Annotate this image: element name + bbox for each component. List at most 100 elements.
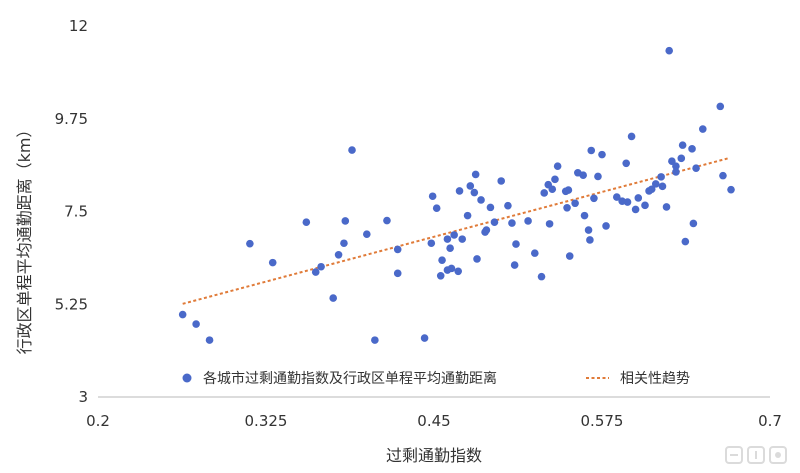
data-point (482, 226, 491, 234)
data-point (634, 194, 643, 202)
data-point (531, 249, 539, 257)
data-point (490, 218, 499, 227)
x-tick-label: 0.325 (245, 412, 288, 430)
data-point (563, 203, 571, 212)
data-point (268, 258, 277, 267)
data-point (631, 205, 640, 214)
data-point (537, 272, 546, 281)
legend: 各城市过剩通勤指数及行政区单程平均通勤距离 相关性趋势 (182, 370, 690, 387)
data-point (590, 194, 598, 203)
data-point (678, 141, 687, 149)
data-point (672, 162, 680, 170)
data-point (727, 185, 735, 194)
data-point (458, 235, 467, 243)
data-point (443, 235, 452, 243)
data-point (334, 250, 343, 259)
data-point (602, 222, 610, 230)
trend-line (182, 156, 730, 305)
data-point (657, 173, 665, 181)
data-point (341, 217, 350, 225)
data-point (363, 230, 371, 238)
data-point (192, 320, 200, 328)
data-point (553, 162, 562, 170)
data-point (432, 204, 441, 213)
data-point (672, 168, 680, 176)
data-point (587, 146, 596, 155)
data-point (662, 203, 671, 211)
data-point (688, 145, 696, 153)
data-point (393, 245, 402, 254)
data-point (598, 150, 606, 159)
y-tick-label: 7.5 (64, 203, 88, 221)
x-tick-label: 0.575 (581, 412, 624, 430)
data-point (719, 171, 727, 180)
data-point (641, 201, 649, 210)
data-point (594, 172, 602, 181)
data-point (340, 239, 348, 248)
data-point (497, 177, 506, 185)
data-point (565, 252, 574, 260)
trend-layer (182, 156, 730, 305)
data-point (420, 334, 429, 342)
data-point (579, 171, 587, 180)
data-point (681, 237, 690, 246)
data-point (463, 211, 472, 220)
legend-trend-label: 相关性趋势 (620, 371, 690, 387)
data-point (477, 196, 485, 204)
data-point (246, 239, 254, 248)
y-tick-label: 12 (69, 17, 88, 35)
y-tick-label: 5.25 (55, 295, 88, 313)
data-point (716, 102, 725, 111)
x-axis-ticks: 0.2 0.325 0.45 0.575 0.7 (86, 412, 782, 430)
data-point (548, 185, 557, 194)
data-point (627, 132, 636, 141)
points-layer (178, 46, 735, 344)
data-point (551, 175, 559, 184)
data-point (450, 231, 458, 239)
legend-series-label: 各城市过剩通勤指数及行政区单程平均通勤距离 (203, 370, 497, 387)
data-point (504, 201, 512, 210)
data-point (508, 219, 516, 227)
data-point (302, 218, 311, 227)
data-point (647, 185, 656, 194)
data-point (427, 239, 436, 248)
data-point (470, 188, 479, 197)
data-point (428, 192, 437, 201)
data-point (311, 268, 320, 276)
data-point (348, 146, 356, 154)
data-point (677, 154, 686, 163)
data-point (317, 262, 325, 271)
data-point (524, 217, 532, 225)
data-point (473, 255, 481, 263)
legend-series-marker (182, 373, 192, 383)
data-point (665, 46, 673, 55)
data-point (446, 244, 454, 252)
x-tick-label: 0.7 (758, 412, 782, 430)
data-point (623, 198, 632, 206)
data-point (466, 182, 475, 190)
data-point (438, 256, 446, 264)
data-point (545, 220, 554, 228)
data-point (622, 159, 630, 168)
data-point (471, 170, 480, 179)
data-point (329, 294, 338, 302)
data-point (584, 226, 593, 234)
data-point (447, 264, 456, 273)
y-tick-label: 3 (78, 388, 88, 406)
data-point (436, 272, 445, 280)
data-point (612, 193, 621, 201)
data-point (658, 182, 667, 191)
y-tick-label: 9.75 (55, 110, 88, 128)
data-point (512, 240, 520, 248)
data-point (383, 216, 391, 225)
data-point (586, 236, 594, 244)
data-point (540, 189, 549, 197)
data-point (689, 219, 698, 228)
x-tick-label: 0.2 (86, 412, 110, 430)
data-point (564, 186, 573, 194)
x-tick-label: 0.45 (417, 412, 450, 430)
x-axis-title: 过剩通勤指数 (386, 446, 482, 465)
data-point (580, 211, 589, 220)
y-axis-title: 行政区单程平均通勤距离（km） (15, 122, 34, 355)
